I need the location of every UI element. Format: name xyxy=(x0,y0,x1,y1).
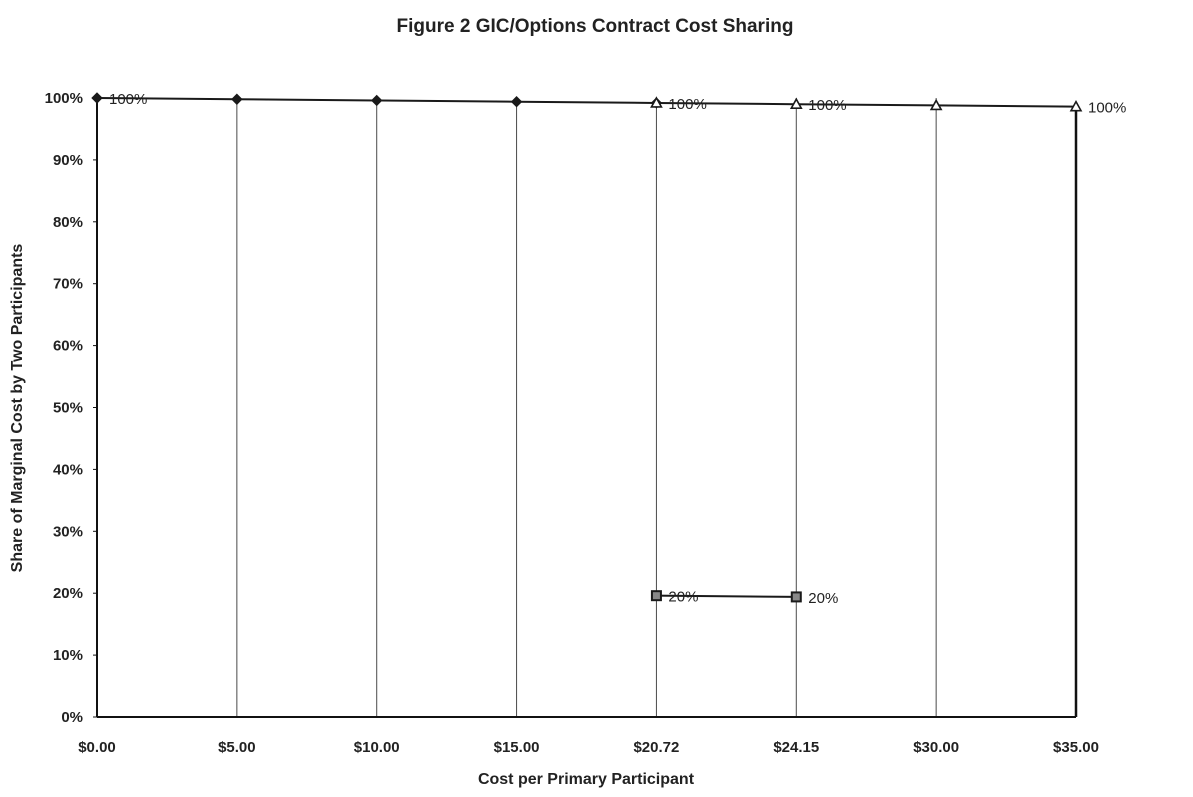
series-2-point-2 xyxy=(929,98,943,111)
data-label: 100% xyxy=(1088,100,1126,117)
y-tick-label: 40% xyxy=(53,461,83,478)
y-tick-label: 0% xyxy=(61,709,83,726)
series-2-point-0 xyxy=(650,96,663,108)
data-label: 20% xyxy=(808,590,838,607)
y-tick-label: 30% xyxy=(53,523,83,540)
data-label: 100% xyxy=(109,91,147,108)
y-tick-label: 80% xyxy=(53,214,83,231)
data-label: 100% xyxy=(808,97,846,114)
series-0-point-1 xyxy=(231,93,243,105)
series-0-point-3 xyxy=(510,96,523,108)
y-tick-label: 50% xyxy=(53,400,83,417)
data-labels: 100% 100% 20% 20% 100% 100% xyxy=(109,91,1126,607)
y-tick-label: 60% xyxy=(53,338,83,355)
series-0-point-2 xyxy=(371,94,383,107)
data-label: 20% xyxy=(668,589,698,606)
gridlines xyxy=(236,98,937,717)
series-1-point-1 xyxy=(790,591,802,603)
x-tick-label: $20.72 xyxy=(633,739,679,756)
series-1-point-0 xyxy=(650,590,662,602)
series-line-2 xyxy=(656,101,1077,108)
x-tick-label: $5.00 xyxy=(218,739,256,756)
x-tick-label: $10.00 xyxy=(354,739,400,756)
x-tick-label: $24.15 xyxy=(773,739,819,756)
x-tick-label: $30.00 xyxy=(913,739,959,756)
series-2-point-1 xyxy=(789,97,803,109)
y-tick-label: 90% xyxy=(53,152,83,169)
x-tick-label: $0.00 xyxy=(78,739,116,756)
x-tick-label: $15.00 xyxy=(494,739,540,756)
series-0-point-0 xyxy=(91,92,103,104)
x-tick-label: $35.00 xyxy=(1053,739,1099,756)
y-axis-label: Share of Marginal Cost by Two Participan… xyxy=(9,244,26,573)
series-line-1 xyxy=(656,594,797,598)
series xyxy=(91,92,1083,603)
y-tick-label: 10% xyxy=(53,647,83,664)
x-tick-labels: $0.00 $5.00 $10.00 $15.00 $20.72 $24.15 $30.00… xyxy=(78,739,1099,756)
y-tick-labels: 0% 10% 20% 30% 40% 50% 60% 70% 80% 90% 100% xyxy=(45,90,97,726)
y-tick-label: 20% xyxy=(53,585,83,602)
series-2-point-3 xyxy=(1069,100,1083,112)
chart-title: Figure 2 GIC/Options Contract Cost Shari… xyxy=(397,16,794,37)
y-tick-label: 100% xyxy=(45,90,83,107)
axes xyxy=(96,98,1078,718)
y-tick-label: 70% xyxy=(53,276,83,293)
x-axis-label: Cost per Primary Participant xyxy=(478,771,695,788)
data-label: 100% xyxy=(668,96,706,113)
